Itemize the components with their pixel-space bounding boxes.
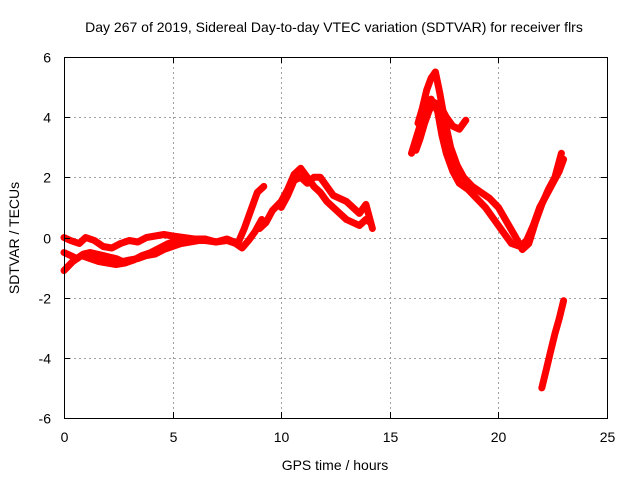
y-axis-label: SDTVAR / TECUs bbox=[6, 182, 22, 294]
series-track-g bbox=[414, 68, 565, 253]
y-tick-label: 2 bbox=[43, 170, 51, 186]
x-tick-label: 20 bbox=[491, 429, 507, 445]
data-series bbox=[60, 68, 568, 392]
x-tick-label: 15 bbox=[383, 429, 399, 445]
y-tick-label: 4 bbox=[43, 110, 51, 126]
series-track-a bbox=[60, 216, 266, 275]
y-tick-labels: -6 -4 -2 0 2 4 6 bbox=[39, 50, 52, 427]
series-track-e bbox=[277, 173, 376, 232]
x-tick-label: 10 bbox=[274, 429, 290, 445]
series-track-i bbox=[538, 297, 568, 392]
x-axis-label: GPS time / hours bbox=[282, 457, 389, 473]
y-tick-label: 6 bbox=[43, 50, 51, 66]
x-tick-label: 0 bbox=[61, 429, 69, 445]
x-tick-label: 5 bbox=[170, 429, 178, 445]
x-tick-labels: 0 5 10 15 20 25 bbox=[61, 429, 616, 445]
y-tick-label: -6 bbox=[39, 411, 52, 427]
series-track-b bbox=[60, 237, 211, 266]
x-tick-label: 25 bbox=[600, 429, 616, 445]
y-tick-label: -4 bbox=[39, 351, 52, 367]
y-tick-label: 0 bbox=[43, 231, 51, 247]
series-track-f bbox=[408, 95, 568, 250]
chart-title: Day 267 of 2019, Sidereal Day-to-day VTE… bbox=[85, 19, 583, 35]
axis-ticks bbox=[64, 57, 608, 419]
series-track-h bbox=[412, 98, 470, 154]
y-tick-label: -2 bbox=[39, 291, 52, 307]
series-track-c bbox=[60, 182, 268, 252]
